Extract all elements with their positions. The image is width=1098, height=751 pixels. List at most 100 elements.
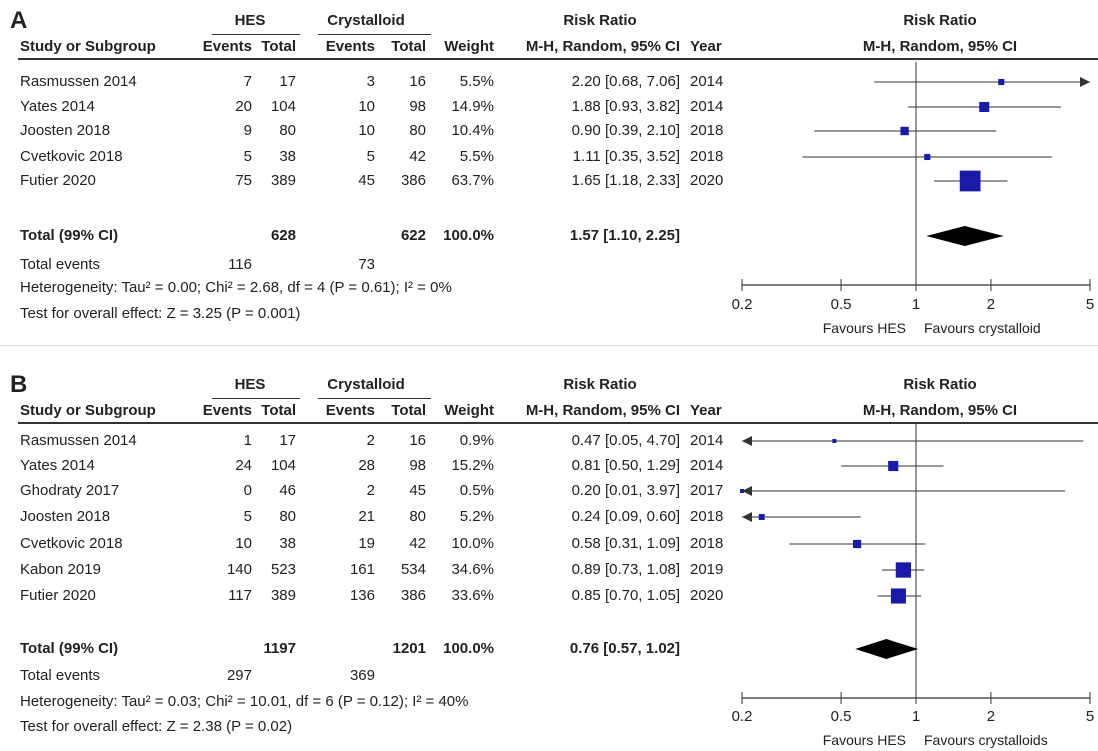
total-weight: 100.0% bbox=[443, 640, 494, 657]
study-year: 2018 bbox=[690, 148, 724, 165]
total-weight: 100.0% bbox=[443, 227, 494, 244]
study-marker bbox=[888, 460, 899, 472]
risk-ratio-header: Risk Ratio bbox=[563, 376, 637, 393]
study-year: 2017 bbox=[690, 482, 724, 499]
x-tick-label: 0.2 bbox=[732, 708, 753, 725]
weight-value: 5.2% bbox=[459, 508, 494, 525]
risk-ratio-header: Risk Ratio bbox=[563, 12, 637, 29]
plot-method-header: M-H, Random, 95% CI bbox=[862, 38, 1018, 55]
plot-method-header: M-H, Random, 95% CI bbox=[862, 402, 1018, 419]
overall-effect-text: Test for overall effect: Z = 2.38 (P = 0… bbox=[20, 718, 293, 735]
events-hes: 5 bbox=[243, 148, 252, 165]
study-marker bbox=[890, 588, 906, 604]
total-crystalloid: 42 bbox=[409, 535, 426, 552]
header-rule bbox=[18, 58, 1098, 60]
ci-arrow-right bbox=[1080, 77, 1090, 87]
overall-effect-text: Test for overall effect: Z = 3.25 (P = 0… bbox=[20, 305, 301, 322]
events-crystalloid: 19 bbox=[358, 535, 375, 552]
group1-header: HES bbox=[234, 376, 266, 393]
panel-separator bbox=[0, 345, 1098, 346]
favours-right-label: Favours crystalloid bbox=[924, 320, 1041, 336]
study-year: 2020 bbox=[690, 172, 724, 189]
total-events-hes: 116 bbox=[228, 256, 252, 273]
col-events1-header: Events bbox=[202, 38, 252, 55]
study-year: 2018 bbox=[690, 508, 724, 525]
panel-letter: B bbox=[10, 371, 28, 398]
total-hes: 38 bbox=[279, 535, 296, 552]
risk-ratio-ci: 1.88 [0.93, 3.82] bbox=[571, 98, 680, 115]
header-rule bbox=[18, 422, 1098, 424]
risk-ratio-ci: 1.65 [1.18, 2.33] bbox=[571, 172, 680, 189]
group2-underline bbox=[318, 398, 431, 399]
col-year-header: Year bbox=[690, 38, 722, 55]
total-hes: 17 bbox=[279, 432, 296, 449]
study-name: Yates 2014 bbox=[20, 98, 95, 115]
col-total1-header: Total bbox=[261, 402, 296, 419]
total-hes: 17 bbox=[279, 73, 296, 90]
ci-arrow-left bbox=[742, 512, 752, 522]
risk-ratio-ci: 0.58 [0.31, 1.09] bbox=[571, 535, 680, 552]
group1-underline bbox=[212, 34, 300, 35]
group1-header: HES bbox=[234, 12, 266, 29]
study-year: 2014 bbox=[690, 73, 724, 90]
events-hes: 140 bbox=[226, 561, 252, 578]
total-n-hes: 1197 bbox=[263, 640, 296, 657]
risk-ratio-ci: 0.89 [0.73, 1.08] bbox=[571, 561, 680, 578]
study-name: Kabon 2019 bbox=[20, 561, 101, 578]
group1-underline bbox=[212, 398, 300, 399]
total-crystalloid: 98 bbox=[409, 457, 426, 474]
study-marker bbox=[959, 170, 981, 192]
weight-value: 34.6% bbox=[451, 561, 494, 578]
x-tick-label: 2 bbox=[987, 708, 995, 725]
study-name: Yates 2014 bbox=[20, 457, 95, 474]
col-total2-header: Total bbox=[391, 402, 426, 419]
total-crystalloid: 80 bbox=[409, 508, 426, 525]
total-events-crystalloid: 369 bbox=[349, 667, 375, 684]
events-hes: 20 bbox=[235, 98, 252, 115]
total-n-crystalloid: 622 bbox=[400, 227, 426, 244]
study-year: 2020 bbox=[690, 587, 724, 604]
total-crystalloid: 45 bbox=[409, 482, 426, 499]
study-name: Cvetkovic 2018 bbox=[20, 148, 123, 165]
risk-ratio-ci: 0.81 [0.50, 1.29] bbox=[571, 457, 680, 474]
total-hes: 523 bbox=[270, 561, 296, 578]
study-name: Futier 2020 bbox=[20, 587, 96, 604]
risk-ratio-ci: 0.20 [0.01, 3.97] bbox=[571, 482, 680, 499]
col-ci-header: M-H, Random, 95% CI bbox=[525, 38, 680, 55]
risk-ratio-ci: 0.85 [0.70, 1.05] bbox=[571, 587, 680, 604]
study-marker bbox=[900, 126, 909, 136]
events-crystalloid: 10 bbox=[358, 122, 375, 139]
events-crystalloid: 10 bbox=[358, 98, 375, 115]
weight-value: 14.9% bbox=[451, 98, 494, 115]
col-events2-header: Events bbox=[325, 38, 375, 55]
col-weight-header: Weight bbox=[444, 402, 494, 419]
events-crystalloid: 2 bbox=[366, 482, 375, 499]
risk-ratio-ci: 0.47 [0.05, 4.70] bbox=[571, 432, 680, 449]
risk-ratio-ci: 0.90 [0.39, 2.10] bbox=[571, 122, 680, 139]
x-tick-label: 0.2 bbox=[732, 296, 753, 313]
total-events-crystalloid: 73 bbox=[358, 256, 375, 273]
total-hes: 389 bbox=[270, 587, 296, 604]
weight-value: 10.0% bbox=[451, 535, 494, 552]
events-hes: 5 bbox=[243, 508, 252, 525]
events-crystalloid: 28 bbox=[358, 457, 375, 474]
col-ci-header: M-H, Random, 95% CI bbox=[525, 402, 680, 419]
study-name: Rasmussen 2014 bbox=[20, 432, 137, 449]
x-tick-label: 0.5 bbox=[831, 296, 852, 313]
heterogeneity-text: Heterogeneity: Tau² = 0.03; Chi² = 10.01… bbox=[20, 693, 469, 710]
favours-left-label: Favours HES bbox=[823, 732, 906, 748]
events-crystalloid: 136 bbox=[349, 587, 375, 604]
panel-letter: A bbox=[10, 7, 28, 34]
total-crystalloid: 16 bbox=[409, 73, 426, 90]
x-tick-label: 1 bbox=[912, 708, 920, 725]
total-events-label: Total events bbox=[20, 256, 101, 273]
study-year: 2014 bbox=[690, 432, 724, 449]
weight-value: 10.4% bbox=[451, 122, 494, 139]
ci-arrow-left bbox=[742, 436, 752, 446]
study-year: 2018 bbox=[690, 122, 724, 139]
total-crystalloid: 386 bbox=[400, 587, 426, 604]
pooled-diamond bbox=[855, 639, 919, 659]
study-marker bbox=[832, 439, 837, 443]
x-tick-label: 2 bbox=[987, 296, 995, 313]
